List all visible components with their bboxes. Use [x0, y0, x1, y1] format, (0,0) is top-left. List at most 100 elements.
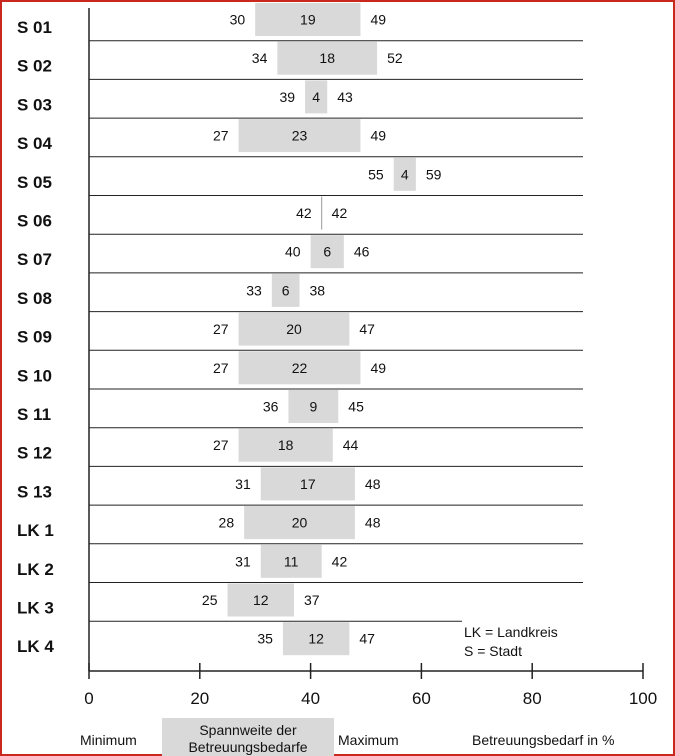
minimum-label: 35 [257, 631, 273, 647]
maximum-label: 47 [359, 321, 375, 337]
maximum-label: 52 [387, 50, 403, 66]
row-label: S 10 [17, 366, 52, 385]
range-bar [238, 351, 361, 385]
annotation-stadt: S = Stadt [464, 643, 522, 659]
maximum-label: 47 [359, 631, 375, 647]
minimum-label: 27 [213, 360, 229, 376]
range-bar [227, 583, 294, 617]
range-label: 17 [300, 476, 316, 492]
range-bar [260, 467, 355, 501]
maximum-label: 44 [343, 437, 359, 453]
row-label: S 07 [17, 250, 52, 269]
range-bar [271, 273, 300, 307]
maximum-label: 43 [337, 89, 353, 105]
row-label: S 04 [17, 134, 53, 153]
maximum-label: 38 [310, 282, 326, 298]
legend-minimum-label: Minimum [80, 732, 137, 748]
range-label: 6 [282, 282, 290, 298]
maximum-label: 45 [348, 399, 364, 415]
range-bar [238, 119, 361, 153]
range-bar [393, 157, 416, 191]
row-label: S 03 [17, 95, 52, 114]
range-label: 11 [284, 553, 299, 569]
x-tick-label: 40 [301, 689, 320, 708]
x-tick-label: 80 [523, 689, 542, 708]
maximum-label: 42 [332, 205, 348, 221]
x-axis-ticks: 0 20 40 60 80 100 [84, 663, 657, 708]
maximum-label: 46 [354, 244, 370, 260]
row-label: LK 3 [17, 599, 54, 618]
maximum-label: 49 [370, 12, 386, 28]
range-bar [277, 41, 378, 75]
maximum-label: 49 [370, 128, 386, 144]
row-label: S 11 [17, 405, 51, 424]
row-label: S 01 [17, 18, 52, 37]
minimum-label: 36 [263, 399, 279, 415]
range-label: 20 [286, 321, 302, 337]
range-label: 12 [308, 631, 324, 647]
range-bar [288, 390, 339, 423]
range-bar [305, 80, 328, 114]
maximum-label: 48 [365, 476, 381, 492]
row-label: S 05 [17, 173, 52, 192]
minimum-label: 27 [213, 128, 229, 144]
x-tick-label: 60 [412, 689, 431, 708]
row-label: S 09 [17, 328, 52, 347]
range-bar [310, 235, 344, 269]
minimum-label: 42 [296, 205, 312, 221]
maximum-label: 49 [370, 360, 386, 376]
range-bar [255, 3, 361, 36]
minimum-label: 34 [252, 50, 268, 66]
range-label: 9 [309, 399, 317, 415]
minimum-label: 55 [368, 166, 384, 182]
minimum-label: 30 [230, 12, 246, 28]
range-bar [238, 428, 333, 462]
range-label: 19 [300, 12, 316, 28]
minimum-label: 27 [213, 437, 229, 453]
legend-maximum-label: Maximum [338, 732, 399, 748]
x-tick-label: 20 [190, 689, 209, 708]
maximum-label: 48 [365, 515, 381, 531]
range-label: 4 [401, 166, 409, 182]
row-label: S 13 [17, 482, 52, 501]
range-label: 12 [253, 592, 269, 608]
minimum-label: 25 [202, 592, 218, 608]
range-label: 4 [312, 89, 320, 105]
row-label: S 08 [17, 289, 52, 308]
minimum-label: 40 [285, 244, 301, 260]
legend-range-swatch [162, 718, 334, 756]
minimum-label: 31 [235, 553, 251, 569]
row-label: LK 2 [17, 560, 54, 579]
chart-rows: S 01 30 19 49S 02 34 18 52S 03 39 4 43S 04 27 23 49S… [17, 3, 583, 656]
range-bar [244, 506, 355, 540]
annotation-landkreis: LK = Landkreis [464, 624, 558, 640]
x-tick-label: 100 [629, 689, 657, 708]
x-tick-label: 0 [84, 689, 93, 708]
maximum-label: 37 [304, 592, 320, 608]
row-label: LK 4 [17, 637, 54, 656]
x-axis-title: Betreuungsbedarf in % [472, 732, 614, 748]
minimum-label: 28 [219, 515, 235, 531]
range-label: 18 [278, 437, 294, 453]
row-label: S 02 [17, 57, 52, 76]
minimum-label: 27 [213, 321, 229, 337]
range-label: 23 [292, 128, 308, 144]
maximum-label: 42 [332, 553, 348, 569]
range-label: 6 [323, 244, 331, 260]
range-bar [238, 312, 350, 346]
range-bar [260, 544, 322, 578]
range-bar [282, 622, 350, 656]
row-label: S 12 [17, 444, 52, 463]
range-label: 20 [292, 515, 308, 531]
range-label: 18 [319, 50, 335, 66]
range-label: 22 [292, 360, 308, 376]
minimum-label: 39 [279, 89, 295, 105]
minimum-label: 31 [235, 476, 251, 492]
maximum-label: 59 [426, 166, 442, 182]
minimum-label: 33 [246, 282, 262, 298]
legend-range-label-line1: Spannweite der [199, 722, 297, 738]
legend-range-label-line2: Betreuungsbedarfe [188, 739, 307, 755]
row-label: S 06 [17, 212, 52, 231]
row-label: LK 1 [17, 521, 54, 540]
